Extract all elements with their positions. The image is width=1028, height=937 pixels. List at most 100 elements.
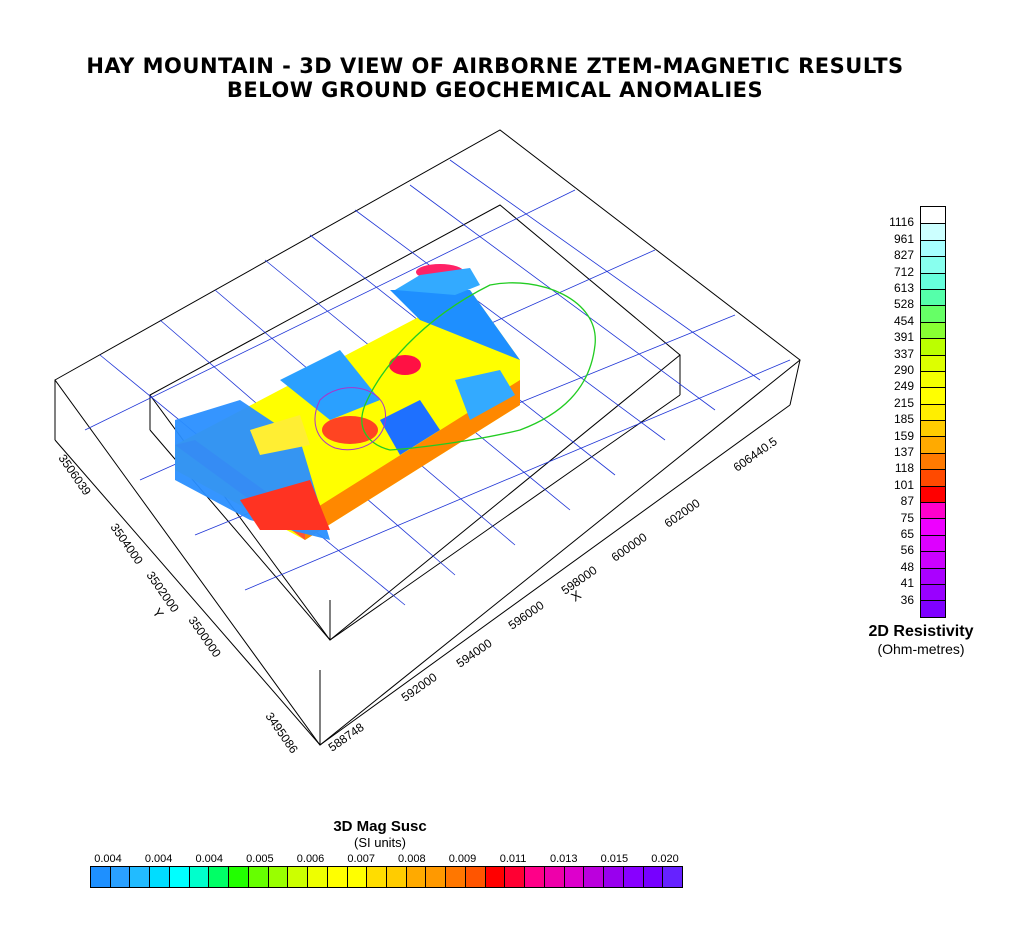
resistivity-colorbar	[920, 206, 946, 618]
resistivity-color-cell	[921, 600, 945, 617]
mag-color-cell	[484, 867, 505, 887]
resistivity-legend-label: 185	[893, 412, 914, 427]
resistivity-legend-label: 712	[893, 264, 914, 279]
inner-box-edge	[149, 394, 681, 641]
mag-color-cell	[188, 867, 209, 887]
resistivity-color-cell	[921, 583, 945, 601]
mag-color-cell	[583, 867, 604, 887]
mag-color-cell	[445, 867, 465, 887]
box-bottom-edge	[54, 404, 791, 746]
resistivity-color-cell	[921, 272, 945, 289]
x-tick-label: 606440.5	[731, 434, 780, 474]
resistivity-color-cell	[921, 354, 945, 371]
resistivity-legend-label: 65	[900, 527, 914, 541]
mag-color-cell	[386, 867, 406, 887]
mag-color-cell	[267, 867, 288, 887]
mag-color-cell	[622, 867, 643, 887]
resistivity-color-cell	[921, 387, 945, 404]
resistivity-legend-label: 87	[900, 494, 914, 509]
resistivity-legend-label: 41	[900, 576, 914, 591]
mag-color-cell	[91, 867, 110, 887]
mag-color-cell	[168, 867, 189, 887]
resistivity-color-cell	[921, 239, 945, 257]
mag-colorbar	[90, 866, 683, 888]
resistivity-color-cell	[921, 452, 945, 470]
x-tick-label: 602000	[662, 496, 703, 531]
mag-legend-label: 0.013	[549, 853, 578, 865]
chart-title-line1: HAY MOUNTAIN - 3D VIEW OF AIRBORNE ZTEM-…	[86, 54, 904, 78]
mag-legend-label: 0.004	[144, 853, 173, 865]
resistivity-legend-label: 827	[893, 248, 914, 263]
resistivity-color-cell	[921, 305, 945, 322]
mag-legend-label: 0.004	[195, 853, 224, 865]
resistivity-color-cell	[921, 256, 945, 273]
resistivity-color-cell	[921, 567, 945, 584]
resistivity-color-cell	[921, 518, 945, 535]
resistivity-legend-label: 118	[894, 461, 914, 476]
x-tick-label: 592000	[399, 670, 440, 705]
mag-color-cell	[543, 867, 564, 887]
mag-color-cell	[603, 867, 623, 887]
resistivity-legend-label: 391	[893, 330, 914, 345]
mag-color-cell	[287, 867, 308, 887]
mag-legend-label: 0.007	[347, 853, 375, 865]
3d-model-body	[175, 264, 520, 540]
anomaly-outline-purple	[314, 387, 386, 451]
mag-legend-label: 0.015	[600, 853, 629, 865]
mag-legend-label: 0.008	[398, 853, 426, 865]
mag-color-cell	[662, 867, 683, 887]
mag-legend-label: 0.006	[296, 853, 325, 865]
resistivity-color-cell	[921, 338, 945, 355]
resistivity-legend-title: 2D Resistivity	[868, 623, 974, 640]
mag-legend-label: 0.011	[499, 853, 527, 865]
resistivity-legend-label: 48	[900, 559, 914, 574]
resistivity-color-cell	[921, 207, 945, 224]
resistivity-legend-label: 337	[893, 346, 914, 361]
resistivity-legend-label: 454	[893, 313, 914, 328]
y-axis-label: Y	[150, 605, 167, 621]
y-tick-label: 3500000	[186, 614, 224, 661]
mag-color-cell	[109, 867, 130, 887]
mag-color-cell	[642, 867, 663, 887]
resistivity-color-cell	[921, 403, 945, 421]
resistivity-legend-label: 290	[893, 363, 914, 377]
resistivity-color-cell	[921, 485, 945, 503]
resistivity-color-cell	[921, 420, 945, 437]
mag-legend-label: 0.009	[448, 853, 477, 865]
resistivity-legend-label: 56	[900, 543, 914, 558]
mag-color-cell	[504, 867, 525, 887]
mag-color-cell	[149, 867, 169, 887]
y-tick-label: 3504000	[108, 521, 146, 568]
mag-color-cell	[366, 867, 387, 887]
mag-color-cell	[346, 867, 367, 887]
mag-color-cell	[405, 867, 426, 887]
resistivity-color-cell	[921, 436, 945, 453]
resistivity-color-cell	[921, 534, 945, 552]
resistivity-legend-label: 137	[893, 445, 914, 459]
x-tick-label: 600000	[609, 530, 650, 565]
mag-color-cell	[464, 867, 485, 887]
resistivity-color-cell	[921, 469, 945, 486]
resistivity-color-cell	[921, 321, 945, 339]
resistivity-legend-label: 613	[893, 281, 914, 295]
resistivity-legend-label: 101	[893, 477, 914, 492]
mag-color-cell	[326, 867, 347, 887]
resistivity-color-cell	[921, 551, 945, 568]
geochem-anomaly-outline	[361, 282, 596, 451]
mag-legend-title: 3D Mag Susc	[333, 818, 427, 835]
resistivity-legend-unit: (Ohm-metres)	[877, 641, 965, 657]
mag-color-cell	[425, 867, 446, 887]
resistivity-legend-label: 36	[900, 592, 914, 607]
resistivity-legend-label: 75	[900, 510, 914, 525]
mag-legend-unit: (SI units)	[353, 835, 406, 850]
mag-legend-label: 0.004	[94, 853, 122, 865]
mag-legend-label: 0.005	[246, 853, 274, 865]
mag-color-cell	[307, 867, 327, 887]
mag-color-cell	[208, 867, 229, 887]
mag-color-cell	[247, 867, 268, 887]
mag-color-cell	[563, 867, 584, 887]
bounding-box	[54, 129, 801, 746]
chart-title-line2: BELOW GROUND GEOCHEMICAL ANOMALIES	[226, 78, 764, 102]
resistivity-color-cell	[921, 370, 945, 388]
